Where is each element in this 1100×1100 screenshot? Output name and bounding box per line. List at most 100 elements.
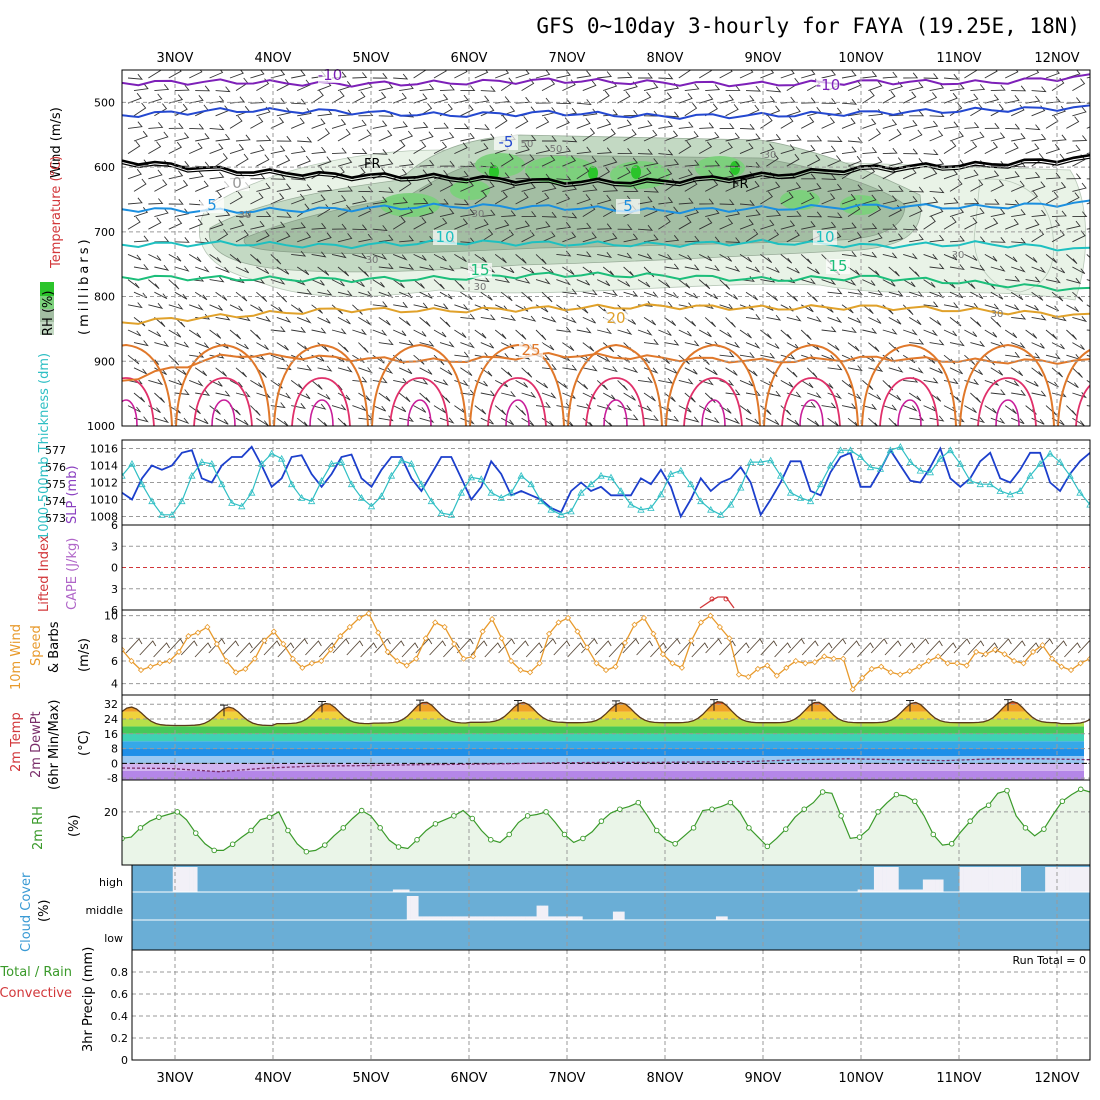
- middle-cloud-bar: [414, 896, 419, 920]
- wind10m-label-2: Speed: [29, 625, 44, 666]
- wind-barb: [1086, 202, 1090, 205]
- wind-barb: [311, 380, 323, 390]
- wind-barb: [317, 128, 330, 142]
- wind-barb: [209, 329, 222, 339]
- wind-barb: [337, 417, 348, 426]
- wind10m-speed-marker: [840, 655, 847, 662]
- pressure-axis-label: (millibars): [77, 236, 92, 335]
- wind10m-speed-marker: [327, 646, 334, 653]
- rh2m-marker: [266, 814, 273, 820]
- wind-barb: [643, 186, 659, 193]
- thickness-marker: [757, 458, 765, 465]
- wind10m-barb: [815, 642, 833, 658]
- wind-barb: [1072, 367, 1083, 378]
- wind-barb: [970, 317, 982, 327]
- wind10m-barb: [360, 642, 377, 658]
- temperature-tick-label: 8: [111, 743, 118, 756]
- wind-barb: [1031, 367, 1043, 377]
- high-cloud-bar: [401, 889, 406, 892]
- wind-barb: [127, 216, 141, 230]
- wind-barb: [1005, 123, 1021, 130]
- wind-barb: [235, 391, 251, 398]
- wind-barb: [739, 379, 754, 387]
- wind-barb: [801, 70, 816, 79]
- thickness-marker: [457, 488, 465, 496]
- wind-barb: [413, 121, 429, 129]
- isotherm-25-lobe: [763, 343, 859, 426]
- wind10m-speed-marker: [498, 635, 505, 642]
- middle-cloud-bar: [567, 916, 572, 920]
- wind-barb: [882, 354, 896, 363]
- wind-barb: [270, 326, 286, 333]
- wind-barb: [174, 180, 189, 192]
- high-cloud-bar: [1004, 867, 1009, 892]
- wind-barb: [699, 122, 715, 129]
- wind-barb: [739, 329, 752, 339]
- wind-barb: [801, 401, 817, 408]
- wind-barb: [541, 342, 555, 351]
- wind-barb: [597, 71, 612, 79]
- temp-label-2: 2m DewPt: [29, 711, 44, 778]
- wind-barb: [902, 279, 916, 288]
- middle-cloud-bar: [715, 916, 721, 920]
- wind-barb: [331, 195, 347, 205]
- thickness-marker: [507, 488, 515, 496]
- wind-barb: [1011, 180, 1025, 192]
- wind10m-speed-marker: [612, 663, 619, 670]
- wind10m-speed-marker: [204, 623, 211, 631]
- wind-barb: [460, 104, 474, 117]
- wind-barb: [311, 304, 323, 314]
- wind-barb: [1045, 191, 1059, 205]
- isotherm-line: [122, 199, 1090, 215]
- wind-barb: [902, 91, 917, 104]
- wind-barb: [827, 364, 843, 371]
- wind-barb: [1004, 405, 1017, 415]
- rh-legend-swatch-2: [40, 296, 54, 309]
- wind10m-speed-marker: [745, 673, 752, 680]
- thickness-marker: [208, 459, 216, 467]
- wind-barb: [704, 179, 719, 192]
- wind-barb: [719, 199, 735, 205]
- wind-barb: [1072, 291, 1084, 302]
- middle-cloud-bar: [563, 916, 568, 920]
- isotherm-line: [122, 271, 1090, 292]
- rh-contour-label: 30: [991, 309, 1004, 320]
- wind-barb: [474, 124, 490, 130]
- wind-barb: [352, 253, 368, 260]
- wind-barb: [1045, 304, 1059, 312]
- wind10m-speed-marker: [1029, 648, 1037, 655]
- wind-barb: [474, 304, 490, 312]
- wind-barb: [1051, 417, 1065, 426]
- wind-barb: [317, 266, 330, 276]
- wind-barb: [1066, 277, 1082, 284]
- wind-barb: [500, 417, 514, 426]
- wind-barb: [256, 154, 270, 167]
- wind-barb: [970, 291, 984, 300]
- wind-barb: [235, 266, 250, 274]
- isotherm-35-lobe: [122, 399, 138, 426]
- wind-barb: [454, 199, 470, 206]
- wind10m-barb: [774, 642, 791, 658]
- contour-label-bg: [433, 230, 457, 245]
- wind-barb: [949, 291, 964, 299]
- wind-barb: [576, 222, 592, 230]
- wind-barb: [684, 340, 700, 347]
- wind-barb: [1093, 231, 1100, 242]
- wind-barb: [821, 174, 837, 180]
- wind10m-speed-marker: [897, 671, 904, 678]
- wind-barb: [964, 217, 978, 230]
- wind-barb: [317, 184, 333, 192]
- contour-label: 25: [521, 341, 540, 359]
- wind-barb: [148, 217, 162, 230]
- wind-barb: [576, 99, 592, 105]
- wind-barb: [168, 218, 183, 230]
- wind-barb: [127, 405, 141, 413]
- thickness-marker: [727, 500, 735, 508]
- precip-axis-ticks: 00.20.40.60.8: [111, 966, 129, 1067]
- wind-barb: [862, 304, 874, 314]
- wind-barb: [195, 85, 211, 92]
- wind-barb: [597, 252, 613, 259]
- wind-barb: [291, 193, 306, 205]
